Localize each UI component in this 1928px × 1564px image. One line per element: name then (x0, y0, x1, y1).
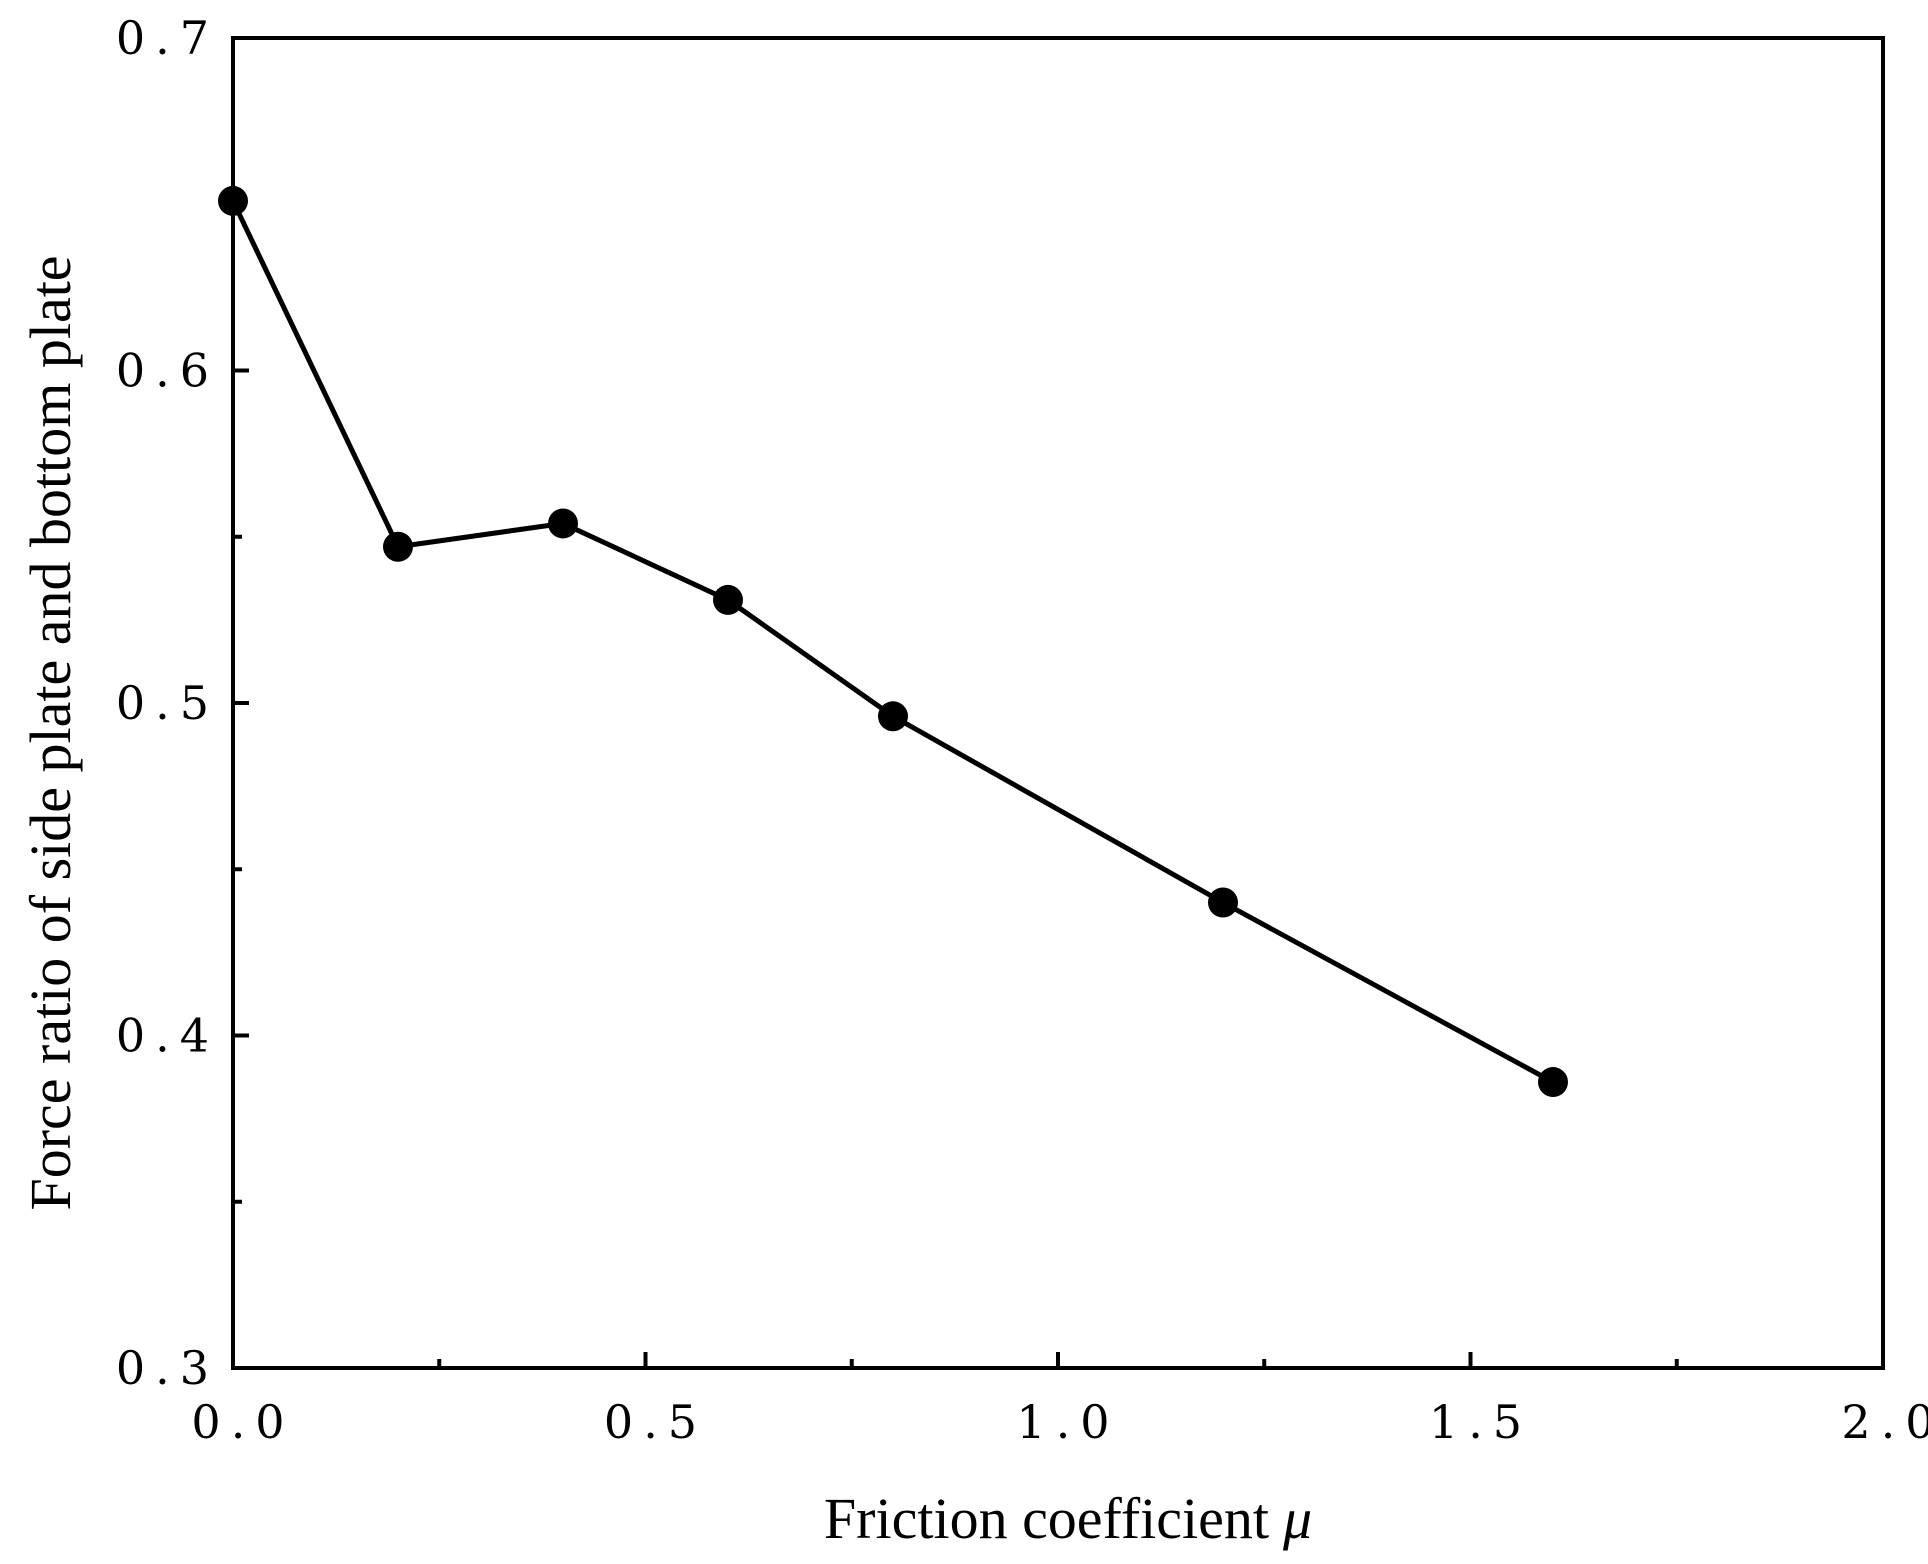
y-axis-ticks: 0.3 0.4 0.5 0.6 0.7 (116, 11, 249, 1395)
y-tick-label: 0.3 (116, 1341, 219, 1395)
data-point (1538, 1067, 1568, 1098)
data-point (383, 531, 413, 562)
data-point (548, 508, 578, 539)
y-tick-label: 0.7 (116, 11, 219, 65)
x-tick-label: 1.5 (1429, 1395, 1532, 1449)
x-tick-label: 2.0 (1841, 1395, 1928, 1449)
series-line (230, 199, 1555, 1085)
series-layer (218, 185, 1568, 1098)
y-axis-title: Force ratio of side plate and bottom pla… (18, 255, 83, 1210)
data-point (878, 701, 908, 732)
data-point (1208, 887, 1238, 918)
y-tick-label: 0.5 (116, 676, 219, 730)
x-axis-title-symbol: μ (1282, 1486, 1312, 1551)
x-axis-title: Friction coefficient μ (824, 1486, 1312, 1551)
y-tick-label: 0.4 (116, 1009, 219, 1063)
x-axis-title-text: Friction coefficient (824, 1486, 1269, 1551)
y-tick-label: 0.6 (116, 344, 219, 398)
plot-frame (231, 36, 1885, 1370)
x-tick-label: 0.5 (604, 1395, 707, 1449)
data-point (713, 584, 743, 615)
x-tick-label: 1.0 (1016, 1395, 1119, 1449)
x-axis-ticks: 0.0 0.5 1.0 1.5 2.0 (191, 1352, 1928, 1449)
x-tick-label: 0.0 (191, 1395, 294, 1449)
